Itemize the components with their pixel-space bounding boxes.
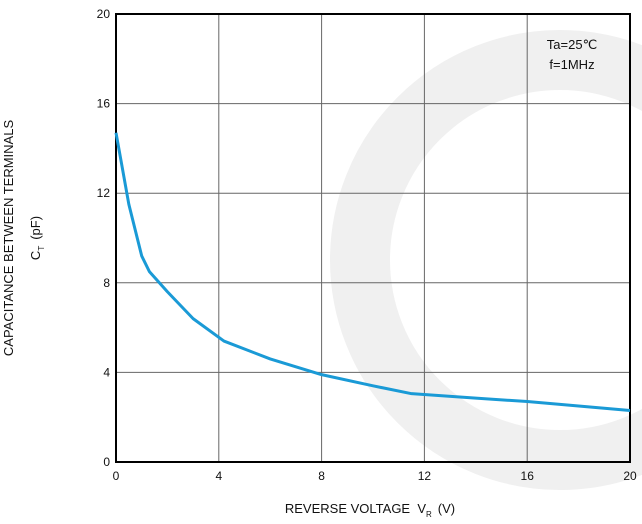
y-label: CAPACITANCE BETWEEN TERMINALS [1,120,16,357]
annotation: f=1MHz [549,57,594,72]
x-tick-label: 8 [318,469,325,483]
plot-frame [115,13,631,463]
y-tick-label: 16 [97,97,111,111]
y-tick-label: 20 [97,7,111,21]
y-label-symbol: C [28,251,43,260]
y-tick-label: 12 [97,186,111,200]
y-tick-label: 4 [103,365,110,379]
y-label-sub: T [37,246,46,251]
x-label-units: (V) [438,501,455,516]
x-tick-label: 0 [113,469,120,483]
x-tick-label: 4 [215,469,222,483]
x-tick-label: 20 [623,469,637,483]
y-label-units: (pF) [28,216,43,240]
watermark [330,30,642,490]
y-label-unit: CT (pF) [28,216,46,260]
y-tick-label: 0 [103,455,110,469]
x-label: REVERSE VOLTAGE VR (V) [285,501,455,519]
data-line [114,132,631,412]
x-tick-label: 16 [521,469,535,483]
y-tick-label: 8 [103,276,110,290]
x-label-sub: R [426,510,432,519]
x-label-text: REVERSE VOLTAGE V [285,501,426,516]
annotation: Ta=25℃ [547,37,597,52]
x-tick-label: 12 [418,469,432,483]
